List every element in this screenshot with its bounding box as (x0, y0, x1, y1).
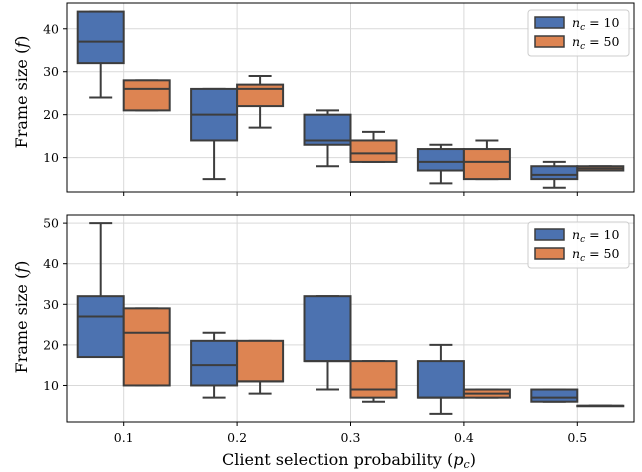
box-iqr (76, 10, 125, 65)
x-tick-label: 0.1 (114, 430, 134, 445)
y-axis-label-bottom: Frame size (f) (12, 261, 31, 374)
box-nc50-0.4 (462, 388, 511, 399)
box-nc10-0.3 (303, 109, 352, 168)
box-iqr (416, 148, 465, 172)
box-nc10-0.4 (416, 343, 465, 415)
x-tick-label: 0.2 (227, 430, 247, 445)
box-nc50-0.1 (122, 79, 171, 112)
y-tick-label: 10 (43, 378, 59, 393)
legend-label: nc = 50 (572, 34, 619, 52)
y-tick-label: 40 (43, 256, 59, 271)
box-iqr (530, 388, 579, 403)
box-iqr (349, 360, 398, 399)
box-iqr (190, 339, 239, 387)
box-nc50-0.4 (462, 139, 511, 181)
y-tick-label: 40 (43, 21, 59, 36)
y-axis-label-top: Frame size (f) (12, 36, 31, 149)
box-iqr (236, 339, 285, 383)
box-iqr (416, 360, 465, 399)
box-nc50-0.5 (576, 404, 625, 408)
x-tick-label: 0.4 (454, 430, 474, 445)
box-nc10-0.2 (190, 87, 239, 181)
box-nc10-0.3 (303, 295, 352, 391)
x-tick-label: 0.5 (567, 430, 587, 445)
box-nc10-0.2 (190, 331, 239, 399)
box-nc50-0.1 (122, 307, 171, 387)
box-iqr (462, 148, 511, 181)
legend-label: nc = 10 (572, 227, 619, 245)
y-tick-label: 20 (43, 107, 59, 122)
y-tick-label: 30 (43, 64, 59, 79)
legend-swatch (534, 247, 565, 260)
y-tick-label: 20 (43, 337, 59, 352)
box-iqr (349, 139, 398, 163)
legend-label: nc = 10 (572, 15, 619, 33)
x-axis-label: Client selection probability (pc) (222, 450, 476, 471)
y-tick-label: 30 (43, 297, 59, 312)
box-nc50-0.3 (349, 130, 398, 163)
box-iqr (76, 295, 125, 359)
box-nc50-0.2 (236, 339, 285, 395)
box-iqr (122, 307, 171, 387)
box-nc10-0.1 (76, 222, 125, 359)
box-nc50-0.2 (236, 75, 285, 129)
x-tick-label: 0.3 (341, 430, 361, 445)
legend-swatch (534, 16, 565, 29)
y-tick-label: 50 (43, 216, 59, 231)
legend-label: nc = 50 (572, 246, 619, 264)
legend-swatch (534, 228, 565, 241)
y-tick-label: 10 (43, 150, 59, 165)
box-iqr (122, 79, 171, 112)
box-nc10-0.5 (530, 388, 579, 403)
box-iqr (530, 165, 579, 181)
box-nc10-0.4 (416, 143, 465, 185)
legend-swatch (534, 35, 565, 48)
box-iqr (236, 83, 285, 108)
box-nc10-0.1 (76, 10, 125, 99)
box-nc50-0.5 (576, 165, 625, 172)
box-nc50-0.3 (349, 360, 398, 403)
box-nc10-0.5 (530, 160, 579, 189)
box-iqr (303, 295, 352, 363)
